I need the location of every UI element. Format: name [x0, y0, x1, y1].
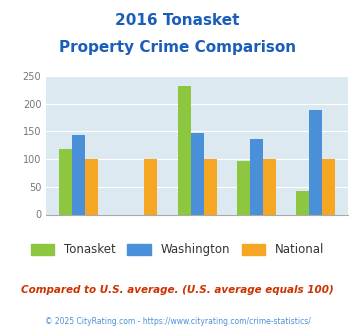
Bar — [72, 135, 85, 214]
Text: Property Crime Comparison: Property Crime Comparison — [59, 40, 296, 54]
Bar — [237, 161, 250, 214]
Bar — [85, 158, 98, 215]
Bar — [203, 158, 217, 215]
Bar — [191, 133, 203, 214]
Bar — [296, 191, 309, 214]
Bar — [309, 110, 322, 214]
Bar — [178, 86, 191, 214]
Bar — [250, 139, 263, 214]
Bar — [59, 149, 72, 214]
Legend: Tonasket, Washington, National: Tonasket, Washington, National — [26, 239, 329, 261]
Bar — [263, 158, 276, 215]
Text: © 2025 CityRating.com - https://www.cityrating.com/crime-statistics/: © 2025 CityRating.com - https://www.city… — [45, 317, 310, 326]
Bar — [144, 158, 157, 215]
Bar — [322, 158, 335, 215]
Text: 2016 Tonasket: 2016 Tonasket — [115, 13, 240, 28]
Text: Compared to U.S. average. (U.S. average equals 100): Compared to U.S. average. (U.S. average … — [21, 285, 334, 295]
